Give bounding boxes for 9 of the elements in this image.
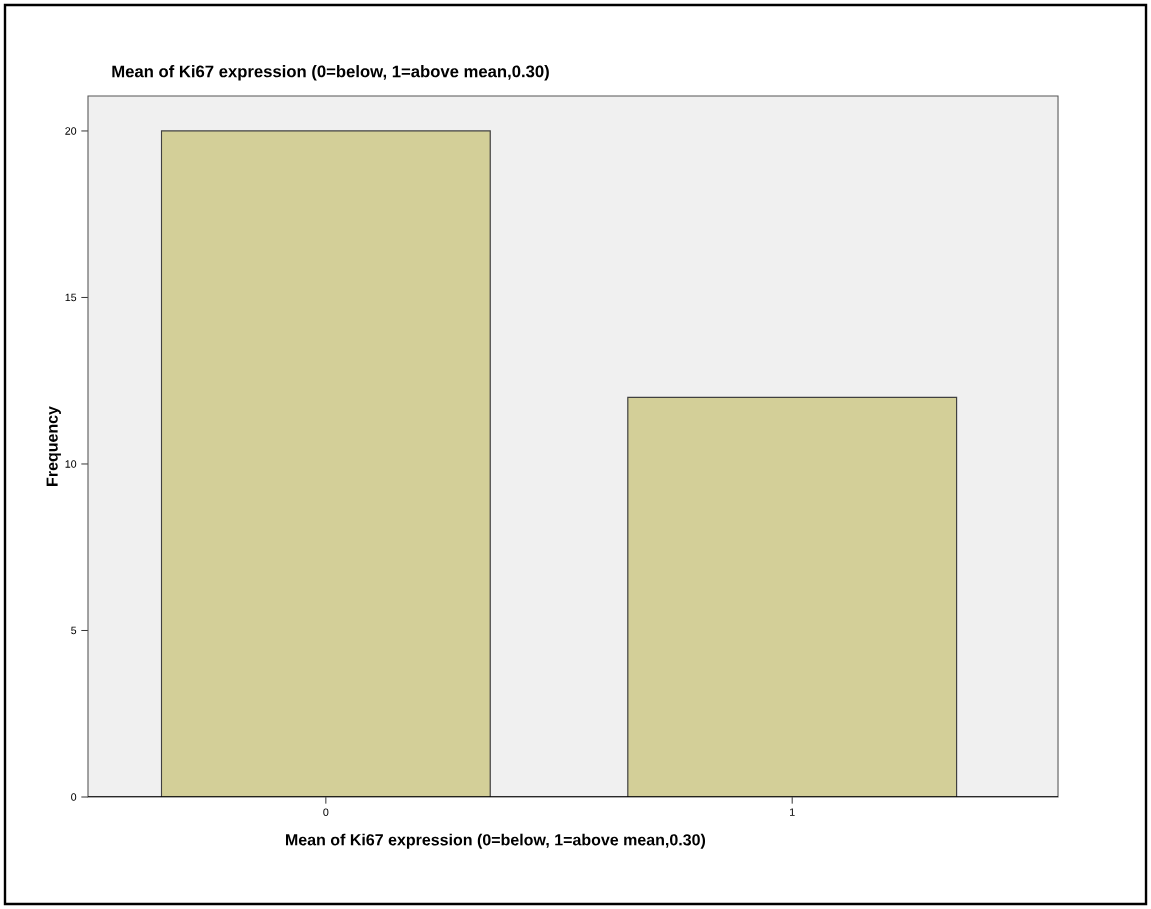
y-axis-title: Frequency: [46, 406, 61, 486]
y-tick-label: 5: [71, 626, 77, 635]
y-tick-label: 0: [71, 793, 77, 801]
y-tick-label: 10: [65, 460, 77, 468]
y-tick-label: 20: [65, 127, 77, 135]
x-tick-label: 1: [790, 808, 795, 816]
x-axis-title: Mean of Ki67 expression (0=below, 1=above mean,0.30): [286, 833, 706, 849]
y-tick-label: 15: [65, 293, 77, 302]
chart-title: Mean of Ki67 expression (0=below, 1=above mean,0.30): [112, 65, 549, 81]
